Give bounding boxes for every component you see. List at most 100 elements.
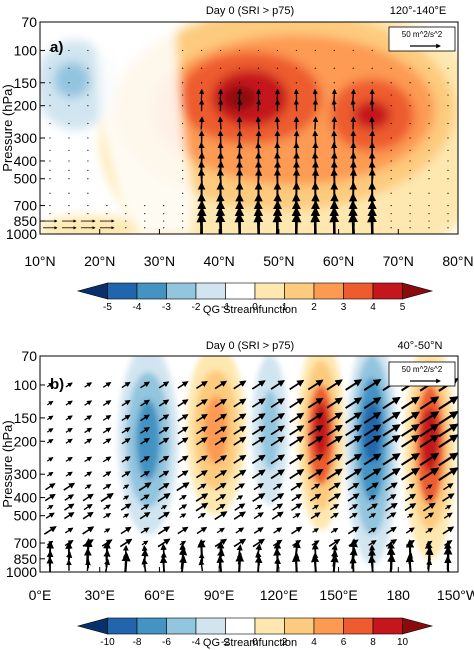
colorbar-tick-label: 8 — [370, 637, 376, 648]
vector-arrow — [385, 502, 398, 512]
vector-arrow — [330, 553, 339, 572]
panel-b-x-axis: 0°E 30°E 60°E 90°E 120°E 150°E 180 150°W — [29, 567, 474, 603]
vector-dot — [390, 149, 392, 151]
vector-dot — [447, 105, 449, 107]
vector-arrow — [140, 527, 150, 534]
vector-dot — [182, 149, 184, 151]
vector-arrow — [386, 494, 397, 502]
vector-arrow — [326, 412, 343, 424]
vector-dot — [144, 227, 146, 229]
vector-arrow — [291, 553, 301, 572]
vector-arrow — [233, 413, 247, 423]
colorbar-swatch — [254, 282, 285, 300]
vector-dot — [409, 82, 411, 84]
panel-a-reference-label: 50 m^2/s^2 — [402, 30, 443, 39]
vector-arrow — [311, 483, 321, 490]
vector-arrow — [158, 511, 170, 520]
vector-arrow — [425, 484, 433, 490]
vector-arrow — [382, 453, 401, 466]
vector-arrow — [233, 538, 247, 548]
field-blob — [354, 101, 390, 129]
vector-arrow — [331, 130, 338, 145]
vector-dot — [409, 67, 411, 69]
colorbar-swatch — [136, 617, 167, 635]
vector-dot — [447, 137, 449, 139]
vector-arrow — [43, 526, 57, 535]
vector-dot — [87, 94, 89, 96]
colorbar-tick-label: -2 — [221, 637, 230, 648]
vector-arrow — [122, 513, 130, 519]
colorbar-swatch — [313, 282, 344, 300]
vector-arrow — [251, 413, 266, 423]
vector-dot — [201, 67, 203, 69]
vector-arrow — [157, 526, 171, 535]
vector-dot — [219, 49, 222, 52]
colorbar-swatch — [195, 617, 226, 635]
colorbar-swatch — [284, 617, 315, 635]
vector-dot — [182, 105, 184, 107]
vector-arrow — [438, 396, 458, 410]
vector-arrow — [64, 503, 75, 511]
x-tick-label: 80°N — [442, 253, 473, 269]
vector-arrow — [385, 482, 398, 491]
vector-arrow — [233, 469, 247, 479]
x-tick-label: 20°N — [84, 253, 115, 269]
vector-arrow — [345, 379, 363, 391]
vector-dot — [68, 169, 70, 171]
panel-a-colorbar-label: QG Streamfunction — [203, 304, 297, 316]
vector-arrow — [442, 493, 455, 502]
panel-b-colorbar: -10 -8 -6 -4 -2 0 2 4 6 8 10 — [76, 617, 434, 648]
vector-dot — [182, 160, 184, 162]
vector-arrow — [196, 455, 208, 464]
vector-dot — [352, 67, 354, 69]
vector-arrow — [84, 456, 93, 463]
vector-arrow — [121, 399, 131, 407]
vector-arrow — [177, 399, 189, 407]
vector-dot — [49, 49, 51, 52]
vector-dot — [68, 192, 70, 194]
vector-arrow — [236, 99, 243, 112]
y-tick-label: 850 — [14, 213, 38, 229]
vector-arrow — [253, 512, 264, 520]
vector-arrow — [196, 426, 208, 435]
vector-arrow — [196, 437, 208, 446]
vector-dot — [49, 122, 51, 125]
vector-arrow — [120, 526, 132, 535]
vector-dot — [390, 213, 392, 215]
vector-arrow — [46, 415, 54, 421]
y-tick-label: 150 — [14, 410, 38, 426]
vector-arrow — [438, 423, 458, 438]
field-blob — [40, 216, 147, 234]
vector-arrow — [270, 380, 286, 390]
vector-arrow — [291, 503, 303, 511]
vector-arrow — [345, 435, 363, 448]
vector-arrow — [104, 558, 111, 572]
vector-arrow — [233, 454, 247, 464]
colorbar-tick-label: -8 — [133, 637, 142, 648]
vector-arrow — [252, 493, 266, 503]
vector-arrow — [270, 454, 286, 465]
vector-dot — [49, 213, 51, 215]
vector-arrow — [65, 415, 73, 421]
vector-arrow — [160, 504, 168, 510]
vector-arrow — [419, 411, 440, 425]
vector-dot — [125, 204, 127, 207]
colorbar-swatch — [136, 282, 167, 300]
vector-dot — [182, 94, 184, 96]
vector-arrow — [215, 482, 227, 491]
vector-arrow — [102, 414, 112, 421]
vector-arrow — [103, 504, 111, 510]
panel-b-field — [40, 356, 458, 572]
vector-arrow — [100, 493, 114, 503]
vector-arrow — [82, 526, 95, 535]
vector-dot — [182, 227, 184, 229]
vector-dot — [447, 94, 449, 96]
panel-a-title: Day 0 (SRI > p75) — [206, 5, 294, 17]
vector-dot — [333, 82, 335, 84]
colorbar-tick-label: 1 — [282, 302, 288, 313]
colorbar-swatch — [372, 282, 403, 300]
vector-arrow — [289, 379, 305, 391]
vector-arrow — [84, 484, 92, 490]
vector-dot — [428, 178, 430, 180]
